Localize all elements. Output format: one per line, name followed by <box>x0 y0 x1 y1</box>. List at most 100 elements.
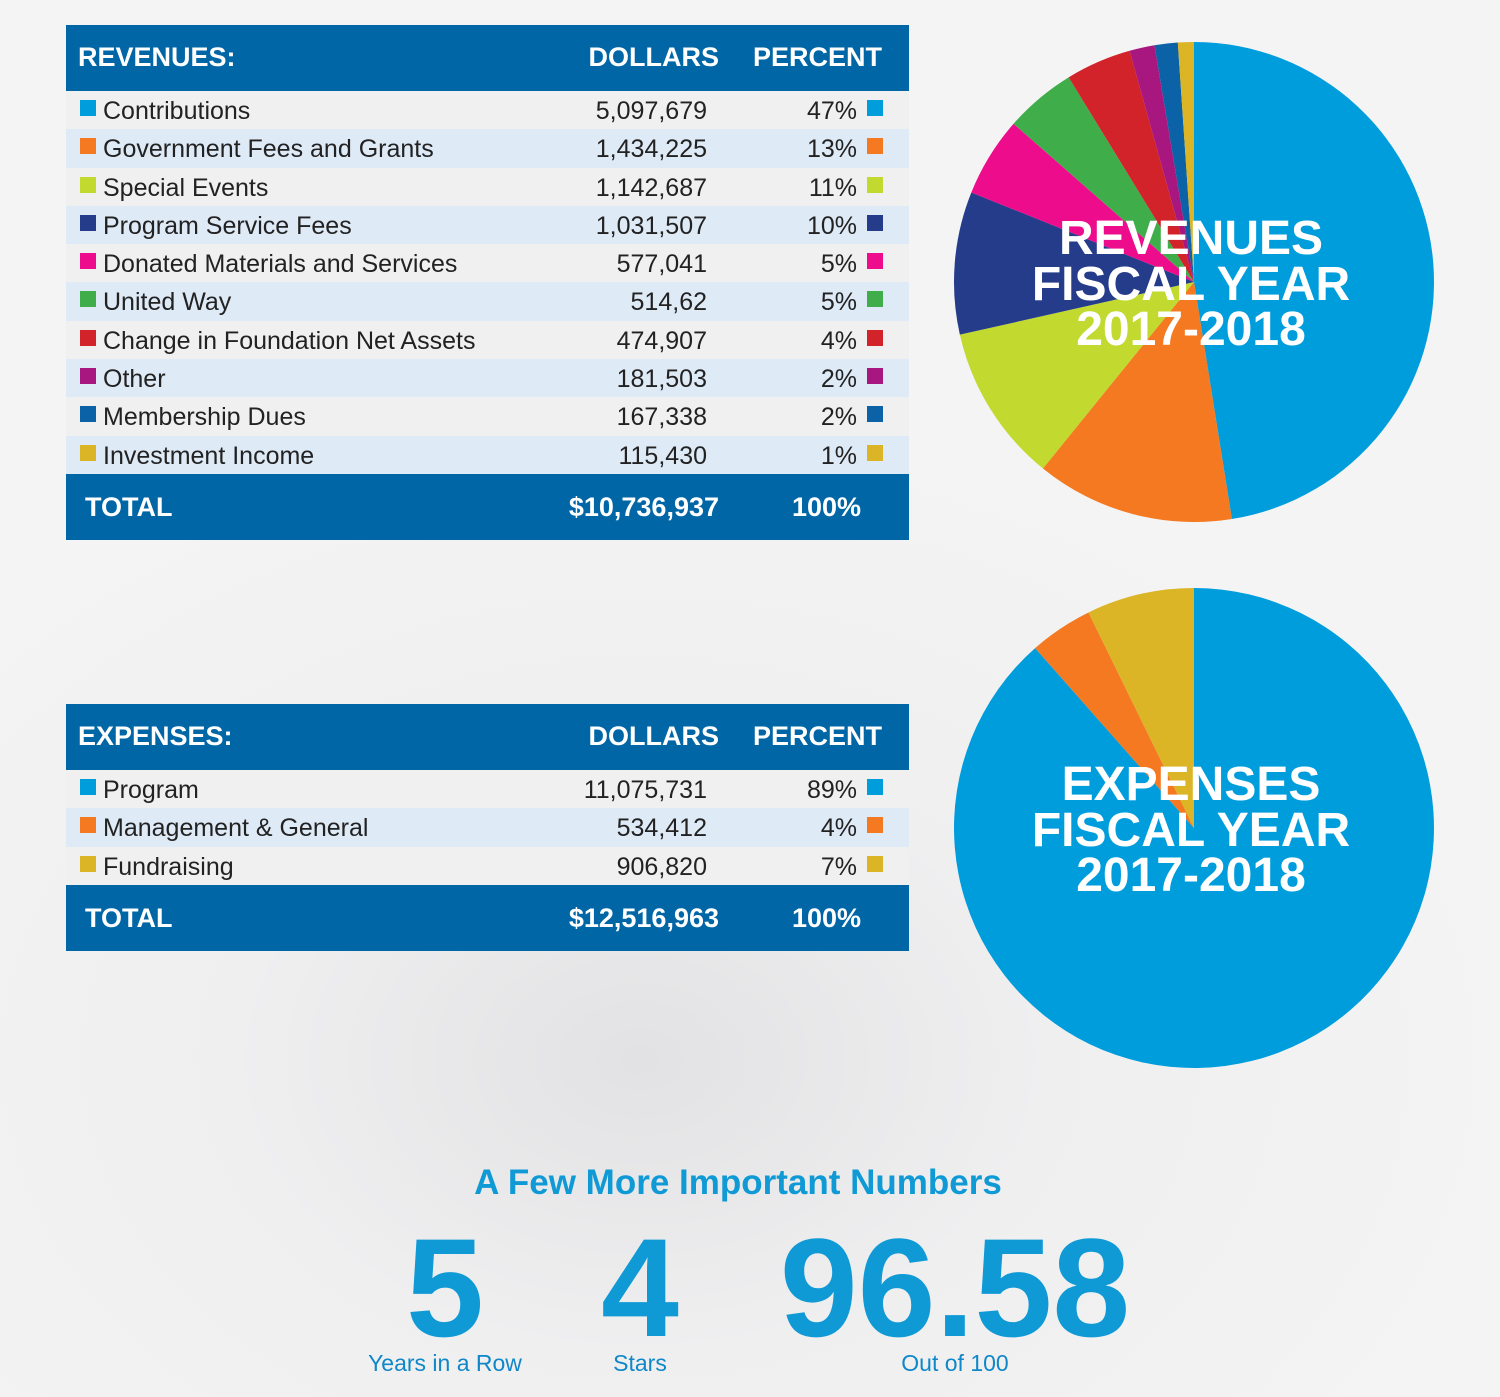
revenues-slice-contributions <box>1194 42 1435 519</box>
revenues-row: Government Fees and Grants 1,434,225 13% <box>66 129 909 168</box>
color-swatch-icon <box>80 253 96 270</box>
color-swatch-icon <box>867 100 883 116</box>
expenses-pie-chart: EXPENSES FISCAL YEAR 2017-2018 <box>954 588 1434 1068</box>
revenues-table-header: REVENUES: DOLLARS PERCENT <box>66 25 909 91</box>
revenues-row: Program Service Fees 1,031,507 10% <box>66 205 909 245</box>
revenues-pie-chart: REVENUES FISCAL YEAR 2017-2018 <box>954 42 1435 522</box>
expenses-total-amount: $12,516,963 <box>568 902 719 933</box>
expenses-row-percent: 7% <box>820 852 857 881</box>
revenues-row: Change in Foundation Net Assets 474,907 4% <box>66 320 909 360</box>
revenues-row-percent: 2% <box>820 403 857 432</box>
revenues-row: Special Events 1,142,687 11% <box>66 167 909 206</box>
revenues-row-percent: 4% <box>820 326 857 355</box>
expenses-table: EXPENSES: DOLLARS PERCENT Program 11,075,… <box>66 704 909 951</box>
revenues-slice-change-in-foundation-net-assets <box>1068 50 1194 283</box>
revenues-row-label: United Way <box>103 288 232 317</box>
revenues-slice-program-service-fees <box>954 192 1194 335</box>
revenues-row-amount: 167,338 <box>616 403 707 432</box>
color-swatch-icon <box>867 176 883 193</box>
color-swatch-icon <box>867 329 883 346</box>
revenues-row-percent: 2% <box>820 365 857 394</box>
revenues-row-amount: 474,907 <box>616 326 707 355</box>
revenues-row-label: Investment Income <box>103 441 315 470</box>
revenues-header-label: REVENUES: <box>78 42 236 72</box>
revenues-row-label: Government Fees and Grants <box>103 135 434 164</box>
revenues-slice-investment-income <box>1177 42 1194 282</box>
revenues-table: REVENUES: DOLLARS PERCENT Contributions 5… <box>66 25 909 540</box>
expenses-total-row: TOTAL $12,516,963 100% <box>66 884 909 951</box>
years-in-a-row-caption: Years in a Row <box>368 1350 522 1376</box>
expenses-row-percent: 89% <box>806 776 857 804</box>
revenues-row-amount: 5,097,679 <box>595 97 707 125</box>
expenses-row: Fundraising 906,820 7% <box>66 846 909 885</box>
expenses-pie-title-line-3: 2017-2018 <box>1076 849 1306 902</box>
revenues-slice-membership-dues <box>1154 42 1194 282</box>
revenues-row-percent: 13% <box>806 135 857 164</box>
score-caption: Out of 100 <box>901 1350 1009 1376</box>
color-swatch-icon <box>867 817 883 834</box>
expenses-table-header: EXPENSES: DOLLARS PERCENT <box>66 704 909 770</box>
color-swatch-icon <box>80 214 96 231</box>
color-swatch-icon <box>80 368 96 385</box>
expenses-slice-management-general <box>1035 612 1194 828</box>
expenses-header-percent: PERCENT <box>752 721 882 751</box>
expenses-header-label: EXPENSES: <box>78 721 233 751</box>
revenues-slice-government-fees-and-grants <box>1042 282 1232 522</box>
revenues-total-row: TOTAL $10,736,937 100% <box>66 473 909 540</box>
expenses-pie-title-line-2: FISCAL YEAR <box>1032 804 1350 857</box>
stars-number: 4 <box>601 1209 679 1366</box>
revenues-row-amount: 1,031,507 <box>595 211 707 240</box>
revenues-row-amount: 1,434,225 <box>595 135 707 164</box>
revenues-table-body: Contributions 5,097,679 47% Government Fees… <box>66 91 909 474</box>
expenses-row-amount: 906,820 <box>616 852 707 881</box>
years-in-a-row-number: 5 <box>406 1209 484 1366</box>
color-swatch-icon <box>80 138 96 155</box>
expenses-row-label: Program <box>103 776 199 804</box>
expenses-row: Management & General 534,412 4% <box>66 808 909 847</box>
revenues-row-label: Program Service Fees <box>103 211 352 240</box>
revenues-header-percent: PERCENT <box>752 42 882 72</box>
color-swatch-icon <box>80 291 96 308</box>
revenues-row-label: Special Events <box>103 173 269 202</box>
revenues-row: Investment Income 115,430 1% <box>66 435 909 474</box>
revenues-row-amount: 181,503 <box>616 365 707 394</box>
expenses-row-percent: 4% <box>820 814 857 843</box>
score-number: 96.58 <box>779 1209 1131 1366</box>
expenses-total-label: TOTAL <box>85 902 173 933</box>
color-swatch-icon <box>80 779 96 795</box>
revenues-row-percent: 11% <box>808 173 857 202</box>
color-swatch-icon <box>867 138 883 155</box>
revenues-pie-title-line-2: FISCAL YEAR <box>1032 258 1350 311</box>
color-swatch-icon <box>867 444 883 461</box>
revenues-row-percent: 5% <box>820 288 857 317</box>
color-swatch-icon <box>80 406 96 423</box>
revenues-row: Donated Materials and Services 577,041 5% <box>66 244 909 283</box>
expenses-total-percent: 100% <box>791 902 861 933</box>
expenses-row-amount: 534,412 <box>616 814 707 843</box>
expenses-header-dollars: DOLLARS <box>588 721 720 751</box>
stars-caption: Stars <box>613 1350 667 1376</box>
color-swatch-icon <box>867 253 883 270</box>
color-swatch-icon <box>80 817 96 834</box>
revenues-row-percent: 5% <box>820 250 857 279</box>
revenues-pie-title-line-3: 2017-2018 <box>1076 303 1306 356</box>
revenues-row-amount: 1,142,687 <box>595 173 707 202</box>
color-swatch-icon <box>867 214 883 231</box>
revenues-total-amount: $10,736,937 <box>568 491 719 522</box>
revenues-row: Contributions 5,097,679 47% <box>66 91 909 130</box>
revenues-pie-title-line-1: REVENUES <box>1059 212 1323 265</box>
revenues-row-label: Donated Materials and Services <box>103 250 458 279</box>
revenues-total-percent: 100% <box>791 491 861 522</box>
expenses-row-amount: 11,075,731 <box>583 776 707 804</box>
color-swatch-icon <box>867 406 883 423</box>
revenues-row-percent: 47% <box>806 97 857 125</box>
color-swatch-icon <box>80 100 96 116</box>
revenues-row-label: Change in Foundation Net Assets <box>103 326 476 355</box>
revenues-slice-special-events <box>959 282 1194 469</box>
revenues-row-percent: 10% <box>806 211 857 240</box>
revenues-slice-other <box>1129 45 1194 282</box>
revenues-pie-slices <box>954 42 1435 522</box>
revenues-slice-united-way <box>1013 77 1194 282</box>
revenues-row: Membership Dues 167,338 2% <box>66 397 909 436</box>
expenses-slice-fundraising <box>1088 588 1194 828</box>
